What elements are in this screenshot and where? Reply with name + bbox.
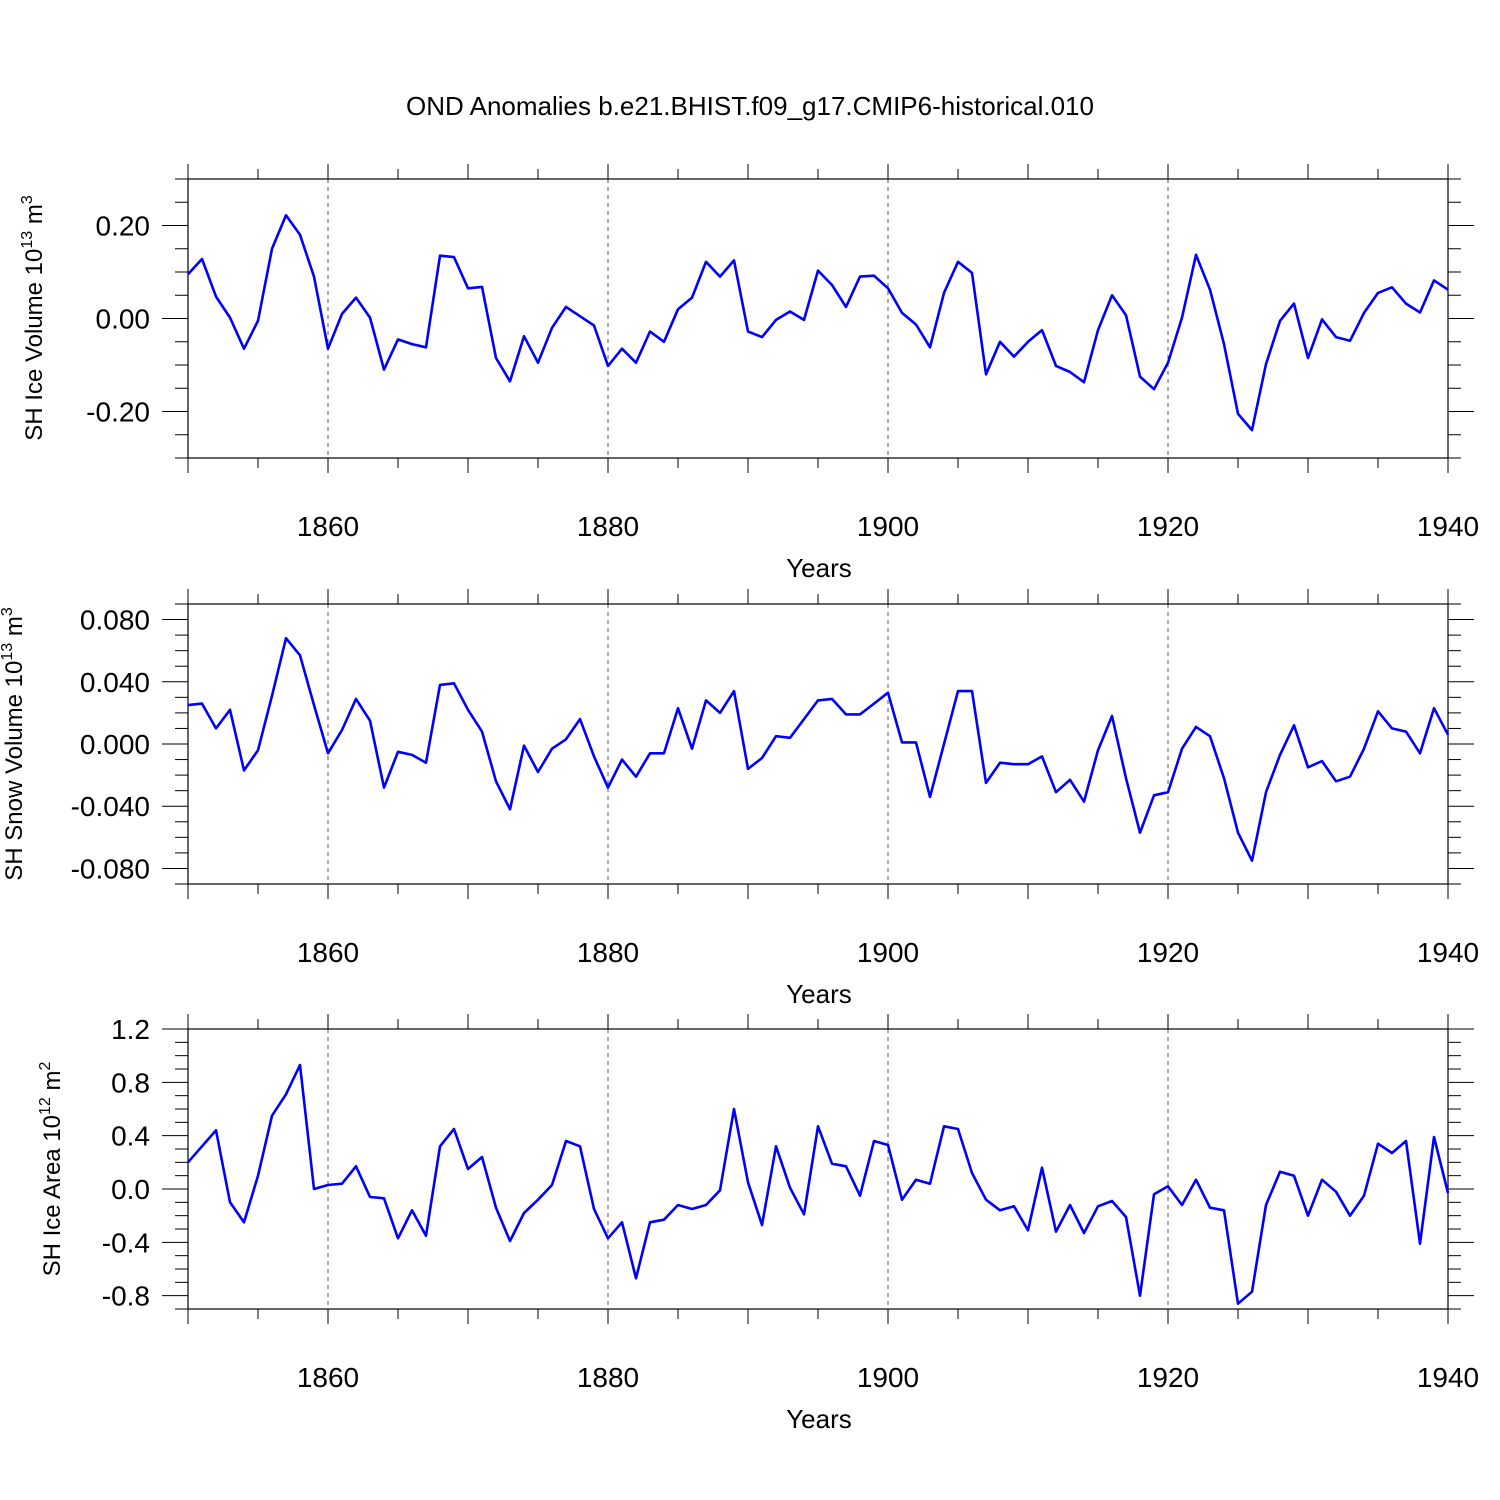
x-tick-label: 1860 <box>297 1362 359 1393</box>
y-tick-label: 0.0 <box>111 1174 150 1205</box>
x-axis-label: Years <box>786 979 852 1009</box>
x-axis-label: Years <box>786 1404 852 1434</box>
y-axis-label: SH Snow Volume 1013 m3 <box>0 607 28 881</box>
y-tick-label: -0.8 <box>102 1281 150 1312</box>
series-line <box>187 1063 1450 1305</box>
x-tick-label: 1940 <box>1417 1362 1479 1393</box>
x-tick-label: 1880 <box>577 937 639 968</box>
x-tick-label: 1880 <box>577 511 639 542</box>
y-tick-label: 0.8 <box>111 1067 150 1098</box>
y-tick-label: 1.2 <box>111 1014 150 1045</box>
y-axis-label: SH Ice Area 1012 m2 <box>37 1062 66 1277</box>
y-tick-label: 0.040 <box>80 667 150 698</box>
x-tick-label: 1860 <box>297 937 359 968</box>
y-tick-label: -0.080 <box>71 853 150 884</box>
y-tick-label: 0.4 <box>111 1121 150 1152</box>
series-line <box>187 214 1449 432</box>
x-tick-label: 1940 <box>1417 937 1479 968</box>
panel-1: -0.20 0.00 0.20 1860 1880 1900 1920 1940 Years SH… <box>19 164 1479 583</box>
y-tick-label: -0.4 <box>102 1227 150 1258</box>
x-axis-label: Years <box>786 553 852 583</box>
x-tick-label: 1860 <box>297 511 359 542</box>
y-tick-label: -0.040 <box>71 791 150 822</box>
series-line <box>187 636 1450 863</box>
y-tick-label: 0.20 <box>96 211 151 242</box>
x-tick-label: 1920 <box>1137 511 1199 542</box>
panel-3: -0.8 -0.4 0.0 0.4 0.8 1.2 1860 1880 1900 1920 1940… <box>37 1014 1479 1434</box>
x-tick-label: 1920 <box>1137 937 1199 968</box>
panels: -0.20 0.00 0.20 1860 1880 1900 1920 1940 Years SH… <box>0 164 1479 1434</box>
y-tick-label: 0.00 <box>96 304 151 335</box>
y-tick-label: 0.080 <box>80 605 150 636</box>
x-tick-label: 1940 <box>1417 511 1479 542</box>
x-tick-label: 1880 <box>577 1362 639 1393</box>
y-tick-label: -0.20 <box>86 397 150 428</box>
plot-frame <box>187 178 1449 459</box>
x-tick-label: 1920 <box>1137 1362 1199 1393</box>
x-tick-label: 1900 <box>857 937 919 968</box>
plot-frame <box>187 1028 1449 1310</box>
y-tick-label: 0.000 <box>80 729 150 760</box>
x-tick-label: 1900 <box>857 511 919 542</box>
panel-2: -0.080 -0.040 0.000 0.040 0.080 1860 1880 1900 1… <box>0 589 1479 1009</box>
x-tick-label: 1900 <box>857 1362 919 1393</box>
y-axis-label: SH Ice Volume 1013 m3 <box>19 195 48 441</box>
plot-frame <box>187 603 1449 885</box>
figure-title: OND Anomalies b.e21.BHIST.f09_g17.CMIP6-… <box>406 91 1094 121</box>
